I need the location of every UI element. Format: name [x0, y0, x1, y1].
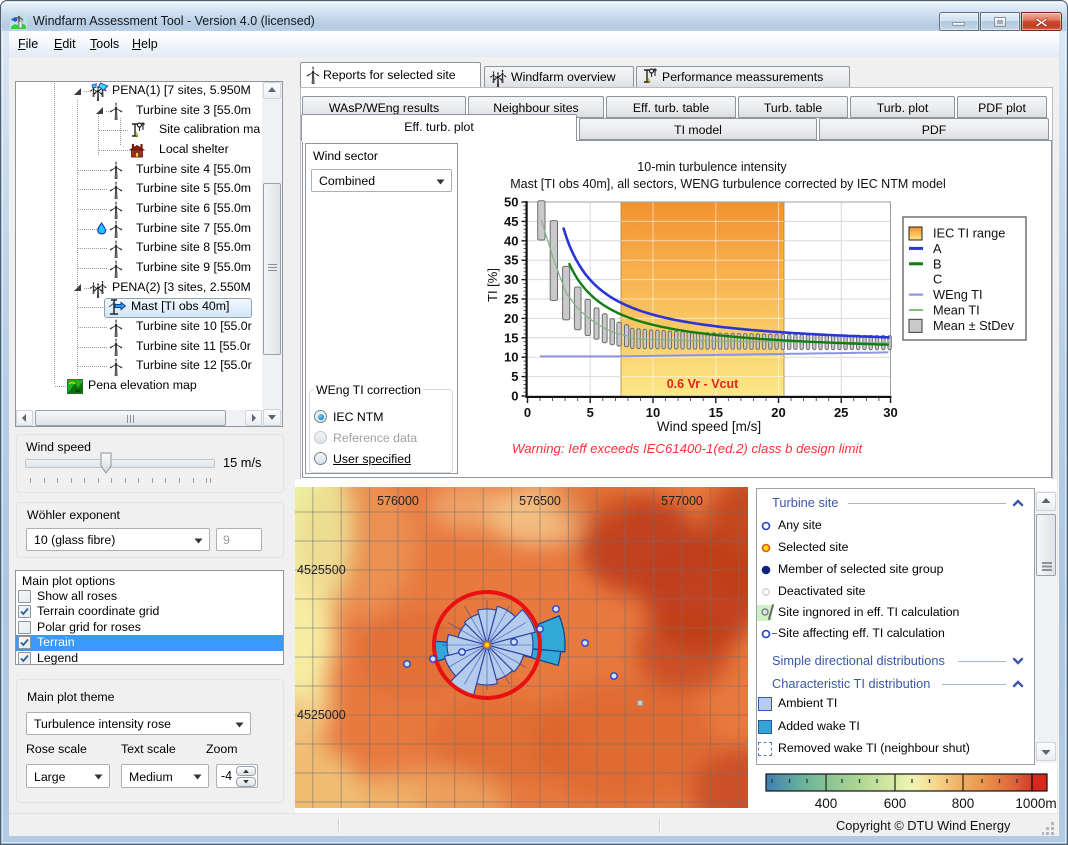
svg-text:25: 25	[504, 292, 518, 307]
svg-text:30: 30	[883, 405, 897, 420]
svg-text:A: A	[933, 241, 942, 256]
svg-text:Warning: Ieff exceeds IEC61400: Warning: Ieff exceeds IEC61400-1(ed.2) c…	[512, 441, 863, 456]
svg-text:400: 400	[815, 796, 838, 811]
svg-text:10-min turbulence intensity: 10-min turbulence intensity	[637, 160, 787, 174]
svg-text:Mast [TI obs 40m], all sectors: Mast [TI obs 40m], all sectors, WENG tur…	[510, 177, 946, 191]
svg-text:10: 10	[504, 350, 518, 365]
svg-text:15: 15	[709, 405, 723, 420]
svg-text:20: 20	[771, 405, 785, 420]
svg-text:5: 5	[587, 405, 594, 420]
svg-text:1000m: 1000m	[1015, 796, 1056, 811]
svg-text:WEng TI: WEng TI	[933, 287, 983, 302]
svg-text:Mean ± StDev: Mean ± StDev	[933, 318, 1015, 333]
svg-text:40: 40	[504, 233, 518, 248]
svg-text:Mean TI: Mean TI	[933, 303, 980, 318]
svg-text:15: 15	[504, 330, 518, 345]
svg-text:0: 0	[524, 405, 531, 420]
svg-text:C: C	[933, 272, 942, 287]
svg-text:20: 20	[504, 311, 518, 326]
svg-text:4525500: 4525500	[297, 563, 346, 577]
svg-text:TI [%]: TI [%]	[485, 268, 500, 302]
svg-text:800: 800	[952, 796, 975, 811]
svg-text:600: 600	[884, 796, 907, 811]
svg-text:0: 0	[511, 389, 518, 404]
svg-text:576000: 576000	[377, 494, 419, 508]
svg-text:4525000: 4525000	[297, 708, 346, 722]
svg-text:35: 35	[504, 253, 518, 268]
svg-text:B: B	[933, 256, 942, 271]
svg-text:25: 25	[834, 405, 848, 420]
svg-text:30: 30	[504, 272, 518, 287]
svg-text:577000: 577000	[661, 494, 703, 508]
svg-text:0.6 Vr - Vcut: 0.6 Vr - Vcut	[667, 377, 739, 391]
svg-text:50: 50	[504, 195, 518, 210]
svg-text:5: 5	[511, 369, 518, 384]
svg-text:Wind speed [m/s]: Wind speed [m/s]	[657, 419, 761, 434]
svg-text:IEC TI range: IEC TI range	[933, 226, 1005, 241]
svg-text:10: 10	[646, 405, 660, 420]
svg-text:45: 45	[504, 214, 518, 229]
svg-text:576500: 576500	[519, 494, 561, 508]
